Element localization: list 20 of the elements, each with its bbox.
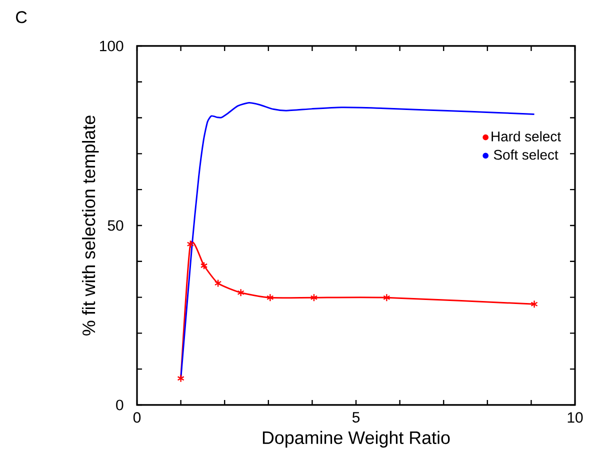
y-axis-title: % fit with selection template xyxy=(82,116,99,336)
text: C xyxy=(16,11,27,24)
y-tick-label: 100 xyxy=(100,40,124,52)
x-tick-label: 5 xyxy=(352,412,360,423)
point xyxy=(237,288,244,297)
point xyxy=(186,240,194,248)
point xyxy=(214,279,222,288)
point xyxy=(383,294,390,302)
point xyxy=(200,262,208,270)
legend-label: Hard select xyxy=(492,131,561,142)
point xyxy=(266,294,274,302)
point xyxy=(530,300,538,308)
x-axis-title: Dopamine Weight Ratio xyxy=(262,430,450,448)
point xyxy=(177,374,184,383)
legend-label: Soft select xyxy=(494,149,558,160)
y-tick-label: 50 xyxy=(108,220,124,231)
y-tick-label: 0 xyxy=(116,400,124,410)
point xyxy=(310,294,318,302)
x-tick-label: 10 xyxy=(568,412,583,423)
x-tick-label: 0 xyxy=(133,412,141,423)
